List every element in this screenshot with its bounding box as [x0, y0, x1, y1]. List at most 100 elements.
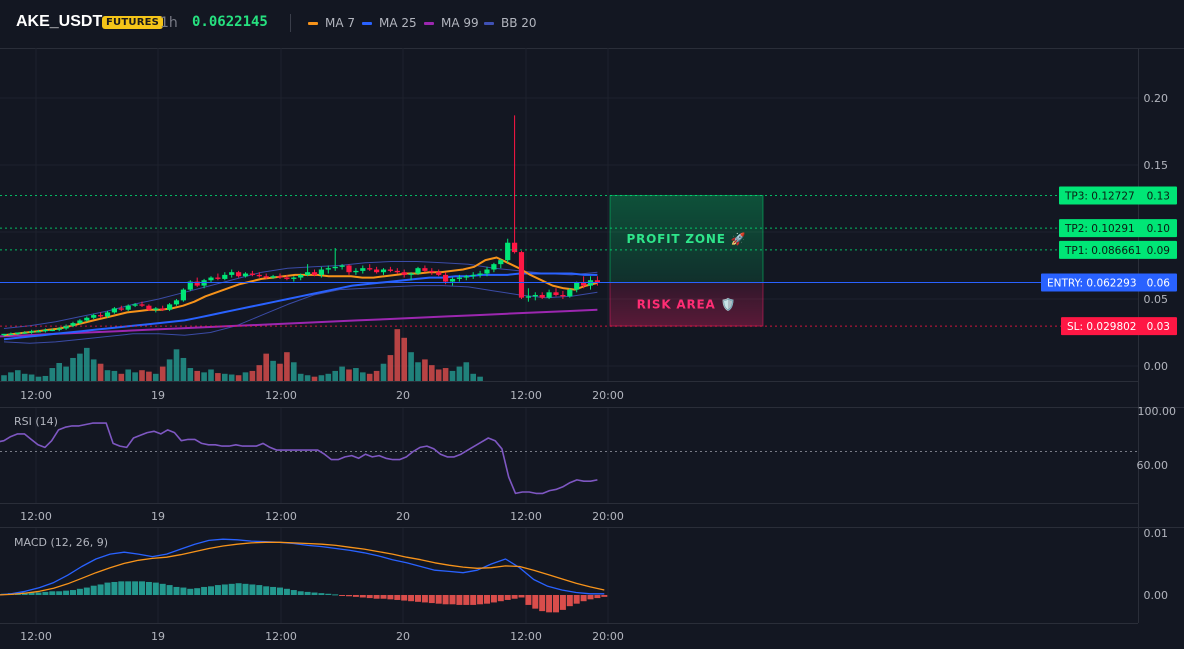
time-tick-macd: 20 [396, 630, 410, 643]
candle-body [594, 280, 600, 283]
legend-bb20[interactable]: BB 20 [484, 16, 537, 30]
macd-histogram-bar [546, 595, 553, 613]
trade-levels [0, 194, 1138, 327]
volume-bar [187, 368, 194, 381]
macd-histogram-bar [601, 595, 608, 597]
rsi-pane[interactable]: RSI (14) 100.00 60.00 [0, 405, 1177, 495]
candle-body [35, 331, 42, 333]
macd-histogram-bar [180, 587, 187, 595]
candle-body [160, 308, 166, 310]
level-tag-tp1 [1059, 240, 1177, 259]
candle-body [98, 315, 104, 317]
rsi-tick: 100.00 [1138, 405, 1177, 418]
volume-bar [8, 372, 14, 381]
macd-histogram-bar [56, 591, 63, 595]
candle-body [546, 292, 552, 298]
candle-body [256, 274, 262, 277]
volume-bar [21, 373, 28, 381]
candle-body [125, 305, 131, 310]
price-tick: 0.20 [1144, 92, 1169, 105]
ma7-swatch [308, 21, 318, 25]
candle-body [22, 332, 28, 334]
volume-bar [180, 357, 187, 381]
volume-bar [373, 370, 380, 381]
volume-bar [84, 347, 90, 381]
volume-bar [339, 366, 345, 381]
candle-body [539, 294, 545, 298]
candle-body [63, 325, 69, 329]
macd-histogram-bar [387, 595, 394, 600]
level-tag-text-entry: ENTRY: 0.062293 [1047, 278, 1137, 290]
candle-body [153, 308, 159, 310]
legend-ma7[interactable]: MA 7 [308, 16, 355, 30]
volume-bar [284, 352, 290, 381]
macd-histogram-bar [201, 586, 208, 595]
candle-body [111, 308, 117, 313]
volume-bar [111, 370, 118, 381]
volume-bar [422, 359, 428, 381]
time-tick-main: 19 [151, 389, 165, 402]
macd-histogram-bar [208, 586, 214, 595]
macd-histogram-bar [35, 592, 42, 595]
timeframe-label[interactable]: 1h [160, 15, 178, 31]
macd-histogram-bar [566, 595, 573, 607]
volume-bar [222, 373, 228, 381]
time-tick-main: 12:00 [20, 389, 52, 402]
volume-bar [194, 370, 200, 381]
candle-body [277, 276, 283, 278]
legend-ma99-label: MA 99 [441, 16, 479, 30]
volume-bar [463, 362, 470, 381]
macd-title: MACD (12, 26, 9) [14, 536, 108, 549]
volume-bar [249, 370, 256, 381]
candle-body [353, 270, 359, 273]
macd-histogram-bar [511, 595, 518, 599]
macd-histogram-bar [249, 584, 256, 595]
level-tag-text-tp2: TP2: 0.10291 [1064, 223, 1135, 235]
macd-histogram-bar [428, 595, 435, 604]
volume-bar [166, 359, 173, 381]
time-tick-macd: 20:00 [592, 630, 624, 643]
level-tag-tick-sl: 0.03 [1147, 321, 1170, 333]
candle-body [574, 282, 580, 290]
candle-body [222, 274, 228, 279]
macd-histogram-bar [332, 594, 339, 596]
volume-bar [125, 369, 131, 381]
price-tick: 0.15 [1144, 159, 1169, 172]
time-tick-macd: 12:00 [510, 630, 542, 643]
ma99-swatch [424, 21, 434, 25]
macd-histogram-bar [477, 595, 484, 605]
symbol-title[interactable]: AKE_USDT [16, 13, 103, 30]
volume-bar [477, 376, 483, 381]
macd-histogram-bar [580, 595, 587, 602]
macd-histogram-bar [408, 595, 415, 602]
candle-body [408, 273, 414, 275]
macd-histogram-bar [415, 595, 421, 602]
level-tag-tp2 [1059, 219, 1177, 238]
macd-histogram-bar [90, 585, 97, 595]
macd-tick: 0.00 [1144, 589, 1169, 602]
volume-bar [360, 372, 366, 381]
volume-bar [401, 337, 407, 381]
macd-histogram-bar [173, 586, 180, 595]
candles[interactable] [1, 115, 600, 337]
macd-histogram-bar [111, 581, 118, 595]
macd-histogram-bar [166, 585, 173, 595]
level-tag-tp3 [1059, 186, 1177, 205]
legend-ma25[interactable]: MA 25 [362, 16, 417, 30]
volume-bar [159, 366, 166, 381]
candle-body [484, 269, 490, 274]
volume-bar [35, 376, 42, 381]
candle-body [339, 265, 345, 267]
candle-body [132, 304, 138, 306]
macd-pane[interactable]: MACD (12, 26, 9) 0.01 0.00 [0, 527, 1169, 613]
legend-ma99[interactable]: MA 99 [424, 16, 479, 30]
candle-body [104, 312, 111, 317]
macd-histogram-bar [125, 581, 132, 595]
volume-bar [270, 360, 276, 381]
axes: 0.20 0.15 0.10 0.05 0.00 12:00 12:00 12:00 19 19 1… [20, 92, 1168, 643]
candle-body [422, 268, 428, 271]
macd-histogram-bar [497, 595, 504, 602]
candle-body [263, 276, 269, 278]
candle-body [208, 277, 214, 281]
